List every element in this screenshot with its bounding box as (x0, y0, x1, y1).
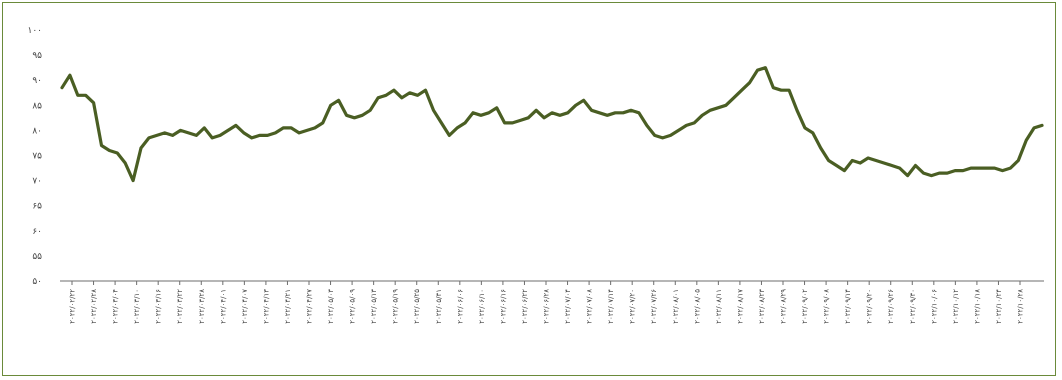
x-tick-label: ۲۰۲۲/۰۷/۲۰ (629, 289, 637, 324)
x-tick-label: ۲۰۲۲/۰۹/۳۰ (909, 289, 917, 324)
x-tick-label: ۲۰۲۲/۰۹/۱۴ (844, 289, 852, 324)
x-tick-label: ۲۰۲۲/۰۹/۲۰ (866, 289, 874, 324)
x-tick-label: ۲۰۲۲/۰۹/۰۸ (823, 289, 831, 324)
x-tick-label: ۲۰۲۲/۰۶/۱۰ (478, 289, 486, 324)
x-tick-label: ۲۰۲۲/۰۶/۱۶ (499, 289, 507, 324)
x-tick-label: ۲۰۲۲/۰۹/۰۲ (801, 289, 809, 324)
x-tick-label: ۲۰۲۲/۰۴/۰۷ (241, 289, 249, 324)
x-tick-label: ۲۰۲۲/۰۴/۲۱ (284, 289, 292, 324)
x-tick-label: ۲۰۲۲/۰۸/۲۹ (780, 289, 788, 324)
x-tick-label: ۲۰۲۲/۰۸/۱۱ (715, 289, 723, 324)
chart-frame (2, 2, 1056, 376)
x-tick-label: ۲۰۲۲/۰۳/۲۸ (198, 289, 206, 324)
y-tick-label: ۵۰ (32, 277, 42, 287)
x-tick-label: ۲۰۲۲/۰۷/۰۸ (586, 289, 594, 324)
series-line (60, 66, 1044, 183)
x-tick-label: ۲۰۲۲/۰۴/۲۷ (306, 289, 314, 324)
x-tick-label: ۲۰۲۲/۰۵/۱۹ (392, 289, 400, 324)
x-tick-label: ۲۰۲۲/۱۰/۱۲ (952, 289, 960, 324)
x-tick-label: ۲۰۲۲/۰۸/۲۳ (758, 289, 766, 324)
x-tick-label: ۲۰۲۲/۰۴/۰۱ (219, 289, 227, 324)
x-tick-label: ۲۰۲۲/۰۸/۱۷ (736, 289, 744, 324)
y-tick-label: ۸۰ (32, 126, 42, 136)
x-tick-label: ۲۰۲۲/۰۲/۲۲ (69, 289, 77, 324)
x-tick-label: ۲۰۲۲/۰۵/۰۳ (327, 289, 335, 324)
x-tick-label: ۲۰۲۲/۱۰/۱۸ (973, 289, 981, 324)
y-tick-label: ۸۵ (32, 101, 42, 111)
x-tick-label: ۲۰۲۲/۱۰/۲۸ (1017, 289, 1025, 324)
x-tick-label: ۲۰۲۲/۰۷/۲۶ (650, 289, 658, 324)
x-tick-label: ۲۰۲۲/۰۶/۲۸ (543, 289, 551, 324)
x-tick-label: ۲۰۲۲/۰۳/۱۰ (133, 289, 141, 324)
x-tick-label: ۲۰۲۲/۰۳/۲۲ (176, 289, 184, 324)
y-tick-label: ۶۰ (32, 227, 42, 237)
x-tick-label: ۲۰۲۲/۰۲/۲۸ (90, 289, 98, 324)
x-tick-label: ۲۰۲۲/۰۵/۱۳ (370, 289, 378, 324)
x-tick-label: ۲۰۲۲/۰۴/۱۳ (262, 289, 270, 324)
y-tick-label: ۹۵ (32, 51, 42, 61)
y-axis: ۵۰ ۵۵ ۶۰ ۶۵ ۷۰ ۷۵ ۸۰ ۸۵ ۹۰ ۹۵ ۱۰۰ (27, 26, 42, 287)
x-tick-label: ۲۰۲۲/۱۰/۰۶ (930, 289, 938, 324)
x-tick-label: ۲۰۲۲/۱۰/۲۴ (995, 289, 1003, 324)
y-tick-label: ۵۵ (32, 252, 42, 262)
y-tick-label: ۷۰ (32, 177, 42, 187)
x-tick-label: ۲۰۲۲/۰۷/۰۴ (564, 289, 572, 324)
x-tick-label: ۲۰۲۲/۰۵/۳۱ (435, 289, 443, 324)
x-tick-label: ۲۰۲۲/۰۵/۰۹ (349, 289, 357, 324)
x-axis: ۲۰۲۲/۰۲/۲۲ ۲۰۲۲/۰۲/۲۸ ۲۰۲۲/۰۳/۰۴ ۲۰۲۲/۰۳/۱۰… (69, 281, 1025, 324)
x-tick-label: ۲۰۲۲/۰۸/۰۱ (672, 289, 680, 324)
y-tick-label: ۶۵ (32, 202, 42, 212)
y-tick-label: ۱۰۰ (27, 26, 42, 36)
x-tick-label: ۲۰۲۲/۰۳/۰۴ (112, 289, 120, 324)
y-tick-label: ۹۰ (32, 76, 42, 86)
x-tick-label: ۲۰۲۲/۰۳/۱۶ (155, 289, 163, 324)
x-tick-label: ۲۰۲۲/۰۷/۱۴ (607, 289, 615, 324)
y-tick-label: ۷۵ (32, 152, 42, 162)
x-tick-label: ۲۰۲۲/۰۵/۲۵ (413, 289, 421, 324)
x-tick-label: ۲۰۲۲/۰۹/۲۶ (887, 289, 895, 324)
x-tick-label: ۲۰۲۲/۰۶/۲۲ (521, 289, 529, 324)
x-tick-label: ۲۰۲۲/۰۸/۰۵ (693, 289, 701, 324)
x-tick-label: ۲۰۲۲/۰۶/۰۶ (456, 289, 464, 324)
